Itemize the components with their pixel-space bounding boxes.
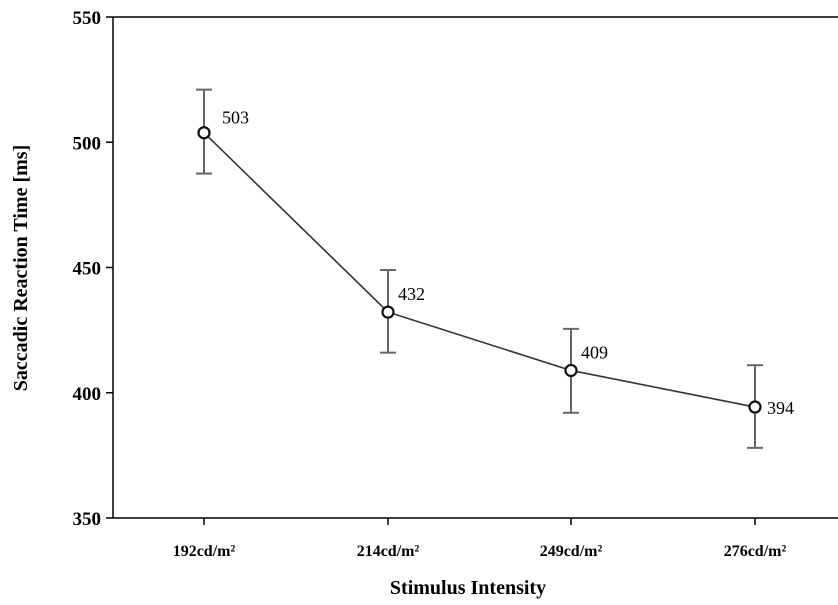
y-tick-label-550: 550 <box>73 8 102 29</box>
y-tick-label-350: 350 <box>73 509 102 530</box>
y-tick-label-400: 400 <box>73 384 102 405</box>
y-tick-label-450: 450 <box>73 259 102 280</box>
x-axis-ticks: 192cd/m² 214cd/m² 249cd/m² 276cd/m² <box>173 518 787 560</box>
data-label-3: 394 <box>767 398 794 418</box>
data-label-0: 503 <box>222 108 249 128</box>
x-tick-label-0: 192cd/m² <box>173 543 236 560</box>
data-labels: 503 432 409 394 <box>222 108 794 418</box>
y-axis-ticks: 350 400 450 500 550 <box>73 8 113 530</box>
data-point-1 <box>381 305 395 319</box>
series-line <box>203 132 756 408</box>
axes <box>112 16 838 519</box>
data-point-3 <box>748 400 762 414</box>
data-point-2 <box>564 363 578 378</box>
error-bars <box>196 88 763 449</box>
series-group <box>197 126 762 414</box>
x-tick-label-1: 214cd/m² <box>357 543 420 560</box>
y-axis-title: Saccadic Reaction Time [ms] <box>10 145 32 391</box>
data-label-1: 432 <box>398 284 425 304</box>
x-tick-label-2: 249cd/m² <box>540 543 603 560</box>
data-label-2: 409 <box>581 342 608 362</box>
x-tick-label-3: 276cd/m² <box>724 543 787 560</box>
y-tick-label-500: 500 <box>73 133 102 154</box>
data-point-0 <box>197 126 211 140</box>
x-axis-title: Stimulus Intensity <box>390 577 546 599</box>
